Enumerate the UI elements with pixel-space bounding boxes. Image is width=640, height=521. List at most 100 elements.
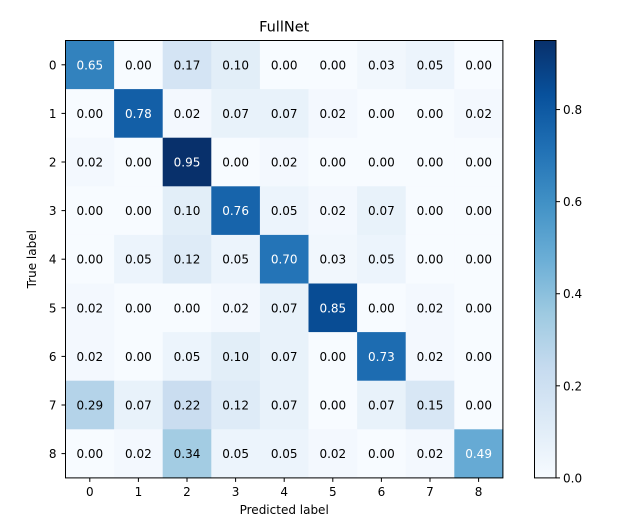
cell-value-label: 0.02: [319, 204, 346, 218]
cell-value-label: 0.95: [174, 156, 201, 170]
heatmap-cell: [357, 429, 407, 479]
y-tick-label: 2: [49, 156, 57, 170]
cell-value-label: 0.73: [368, 350, 395, 364]
cell-value-label: 0.05: [222, 253, 249, 267]
heatmap-cell: [357, 380, 407, 430]
cell-value-label: 0.02: [76, 350, 103, 364]
heatmap-cell: [211, 89, 261, 139]
cell-value-label: 0.07: [368, 204, 395, 218]
heatmap-cell: [357, 234, 407, 284]
cell-value-label: 0.02: [174, 107, 201, 121]
heatmap-cell: [259, 234, 309, 284]
heatmap-cell: [405, 283, 455, 333]
heatmap-cell: [162, 186, 212, 236]
heatmap-cell: [65, 429, 115, 479]
heatmap-cell: [308, 186, 358, 236]
heatmap-cell: [357, 137, 407, 187]
x-tick-label: 2: [183, 485, 191, 499]
x-tick-label: 5: [329, 485, 337, 499]
heatmap-cell: [162, 234, 212, 284]
heatmap-cell: [454, 186, 504, 236]
cell-value-label: 0.49: [465, 447, 492, 461]
cell-value-label: 0.02: [319, 447, 346, 461]
cell-value-label: 0.00: [368, 301, 395, 315]
cell-value-label: 0.00: [417, 204, 444, 218]
heatmap-cell: [114, 40, 164, 90]
cell-value-label: 0.07: [271, 301, 298, 315]
heatmap-cell: [405, 40, 455, 90]
x-tick-label: 3: [232, 485, 240, 499]
cell-value-label: 0.07: [125, 399, 152, 413]
cell-value-label: 0.03: [368, 58, 395, 72]
heatmap-cell: [308, 137, 358, 187]
cell-value-label: 0.10: [222, 58, 249, 72]
heatmap-cell: [162, 429, 212, 479]
heatmap-cell: [211, 332, 261, 382]
cell-value-label: 0.02: [417, 447, 444, 461]
y-tick-label: 1: [49, 107, 57, 121]
cell-value-label: 0.00: [465, 350, 492, 364]
heatmap-cells: [65, 40, 504, 479]
cell-value-label: 0.00: [76, 253, 103, 267]
heatmap-cell: [454, 429, 504, 479]
cell-value-label: 0.02: [417, 301, 444, 315]
heatmap-cell: [65, 332, 115, 382]
cell-value-label: 0.17: [174, 58, 201, 72]
cell-value-label: 0.10: [222, 350, 249, 364]
heatmap-cell: [308, 429, 358, 479]
x-tick-label: 7: [426, 485, 434, 499]
cell-value-label: 0.00: [319, 156, 346, 170]
heatmap-cell: [259, 40, 309, 90]
heatmap-cell: [454, 380, 504, 430]
cell-value-label: 0.00: [174, 301, 201, 315]
cell-value-label: 0.02: [319, 107, 346, 121]
cell-value-label: 0.00: [76, 204, 103, 218]
heatmap-cell: [162, 283, 212, 333]
cell-value-label: 0.00: [465, 399, 492, 413]
heatmap-cell: [211, 283, 261, 333]
heatmap-cell: [65, 234, 115, 284]
x-tick-label: 1: [135, 485, 143, 499]
heatmap-cell: [162, 40, 212, 90]
cell-value-label: 0.00: [76, 447, 103, 461]
heatmap-cell: [211, 186, 261, 236]
chart-title: FullNet: [259, 20, 310, 36]
heatmap-cell: [308, 332, 358, 382]
cell-value-label: 0.00: [368, 107, 395, 121]
cell-value-label: 0.00: [125, 301, 152, 315]
heatmap-cell: [454, 137, 504, 187]
heatmap-cell: [114, 186, 164, 236]
heatmap-cell: [259, 380, 309, 430]
cell-value-label: 0.00: [125, 350, 152, 364]
y-tick-label: 4: [49, 253, 57, 267]
x-axis-ticks: 0 1 2 3 4 5 6 7 8: [86, 477, 482, 499]
cell-value-label: 0.02: [76, 301, 103, 315]
heatmap-cell: [454, 40, 504, 90]
cell-value-label: 0.00: [465, 156, 492, 170]
heatmap-cell: [259, 429, 309, 479]
heatmap-cell: [259, 186, 309, 236]
cell-value-label: 0.02: [76, 156, 103, 170]
cell-value-label: 0.02: [222, 301, 249, 315]
heatmap-cell: [114, 234, 164, 284]
heatmap-cell: [114, 89, 164, 139]
cell-value-label: 0.00: [125, 156, 152, 170]
cell-value-label: 0.07: [222, 107, 249, 121]
cell-value-label: 0.00: [271, 58, 298, 72]
heatmap-cell: [405, 429, 455, 479]
heatmap-cell: [357, 89, 407, 139]
cell-value-label: 0.29: [76, 399, 103, 413]
heatmap-cell: [405, 234, 455, 284]
heatmap-cell: [162, 332, 212, 382]
heatmap-cell: [259, 332, 309, 382]
heatmap-cell: [65, 186, 115, 236]
heatmap-cell: [65, 40, 115, 90]
heatmap-cell: [259, 137, 309, 187]
heatmap-cell: [259, 89, 309, 139]
cell-value-label: 0.00: [319, 350, 346, 364]
cell-value-label: 0.76: [222, 204, 249, 218]
cell-value-label: 0.78: [125, 107, 152, 121]
heatmap-cell: [65, 283, 115, 333]
cell-value-label: 0.00: [319, 58, 346, 72]
